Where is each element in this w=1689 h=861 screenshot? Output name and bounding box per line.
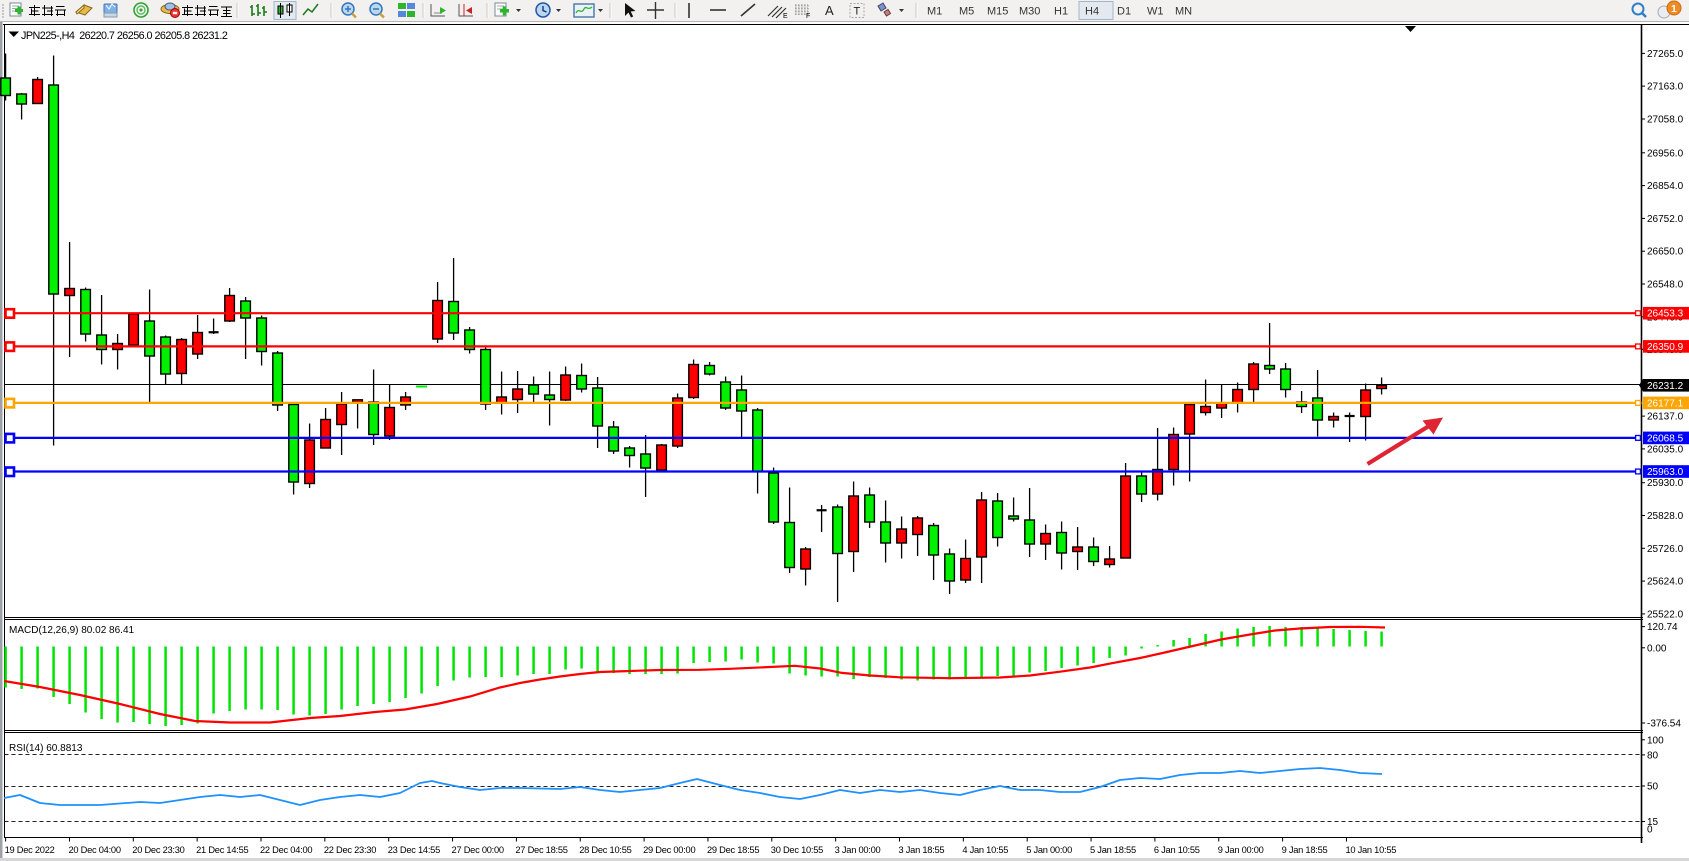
svg-text:26137.0: 26137.0 bbox=[1647, 412, 1684, 423]
svg-text:26854.0: 26854.0 bbox=[1647, 181, 1684, 192]
svg-text:26177.1: 26177.1 bbox=[1647, 398, 1684, 409]
svg-text:26650.0: 26650.0 bbox=[1647, 247, 1684, 258]
svg-text:A: A bbox=[825, 3, 834, 18]
svg-text:25828.0: 25828.0 bbox=[1647, 511, 1684, 522]
svg-text:10 Jan 10:55: 10 Jan 10:55 bbox=[1345, 845, 1396, 855]
svg-text:H4: H4 bbox=[1085, 6, 1099, 18]
svg-text:MN: MN bbox=[1175, 6, 1192, 18]
svg-text:26231.2: 26231.2 bbox=[1647, 381, 1684, 392]
svg-text:20 Dec 04:00: 20 Dec 04:00 bbox=[68, 845, 120, 855]
svg-text:25726.0: 25726.0 bbox=[1647, 544, 1684, 555]
svg-text:22 Dec 04:00: 22 Dec 04:00 bbox=[260, 845, 312, 855]
svg-text:T: T bbox=[854, 6, 861, 18]
svg-text:5 Jan 18:55: 5 Jan 18:55 bbox=[1090, 845, 1136, 855]
svg-text:25522.0: 25522.0 bbox=[1647, 609, 1684, 620]
svg-text:0.00: 0.00 bbox=[1647, 643, 1667, 654]
svg-text:26956.0: 26956.0 bbox=[1647, 148, 1684, 159]
svg-text:M1: M1 bbox=[927, 6, 942, 18]
svg-text:26350.9: 26350.9 bbox=[1647, 342, 1684, 353]
svg-text:120.74: 120.74 bbox=[1647, 622, 1678, 633]
svg-text:27 Dec 18:55: 27 Dec 18:55 bbox=[515, 845, 567, 855]
svg-text:M5: M5 bbox=[959, 6, 974, 18]
svg-text:28 Dec 10:55: 28 Dec 10:55 bbox=[579, 845, 631, 855]
svg-text:9 Jan 18:55: 9 Jan 18:55 bbox=[1282, 845, 1328, 855]
svg-text:25624.0: 25624.0 bbox=[1647, 577, 1684, 588]
svg-text:27 Dec 00:00: 27 Dec 00:00 bbox=[452, 845, 504, 855]
svg-text:80: 80 bbox=[1647, 750, 1659, 761]
svg-text:MACD(12,26,9) 80.02 86.41: MACD(12,26,9) 80.02 86.41 bbox=[9, 625, 135, 636]
svg-text:5 Jan 00:00: 5 Jan 00:00 bbox=[1026, 845, 1072, 855]
svg-text:H1: H1 bbox=[1054, 6, 1068, 18]
svg-text:3 Jan 00:00: 3 Jan 00:00 bbox=[835, 845, 881, 855]
svg-text:26068.5: 26068.5 bbox=[1647, 433, 1684, 444]
svg-text:25930.0: 25930.0 bbox=[1647, 478, 1684, 489]
svg-text:E: E bbox=[783, 13, 788, 20]
svg-text:M15: M15 bbox=[987, 6, 1008, 18]
svg-text:50: 50 bbox=[1647, 782, 1659, 793]
svg-text:9 Jan 00:00: 9 Jan 00:00 bbox=[1218, 845, 1264, 855]
svg-text:JPN225-,H4 26220.7 26256.0 26: JPN225-,H4 26220.7 26256.0 26205.8 26231… bbox=[21, 30, 228, 42]
svg-text:27163.0: 27163.0 bbox=[1647, 82, 1684, 93]
svg-text:3 Jan 18:55: 3 Jan 18:55 bbox=[899, 845, 945, 855]
svg-text:27265.0: 27265.0 bbox=[1647, 49, 1684, 60]
svg-text:26035.0: 26035.0 bbox=[1647, 444, 1684, 455]
svg-text:-376.54: -376.54 bbox=[1647, 719, 1681, 730]
svg-text:1: 1 bbox=[1671, 3, 1677, 15]
svg-text:23 Dec 14:55: 23 Dec 14:55 bbox=[388, 845, 440, 855]
svg-text:29 Dec 18:55: 29 Dec 18:55 bbox=[707, 845, 759, 855]
svg-text:26548.0: 26548.0 bbox=[1647, 280, 1684, 291]
svg-text:29 Dec 00:00: 29 Dec 00:00 bbox=[643, 845, 695, 855]
svg-text:30 Dec 10:55: 30 Dec 10:55 bbox=[771, 845, 823, 855]
svg-text:RSI(14) 60.8813: RSI(14) 60.8813 bbox=[9, 743, 83, 754]
svg-text:M30: M30 bbox=[1019, 6, 1040, 18]
svg-text:0: 0 bbox=[1647, 825, 1653, 836]
svg-text:26752.0: 26752.0 bbox=[1647, 214, 1684, 225]
svg-text:4 Jan 10:55: 4 Jan 10:55 bbox=[962, 845, 1008, 855]
svg-text:20 Dec 23:30: 20 Dec 23:30 bbox=[132, 845, 184, 855]
svg-text:21 Dec 14:55: 21 Dec 14:55 bbox=[196, 845, 248, 855]
svg-text:W1: W1 bbox=[1147, 6, 1164, 18]
svg-text:F: F bbox=[806, 13, 810, 20]
svg-text:25963.0: 25963.0 bbox=[1647, 467, 1684, 478]
svg-text:27058.0: 27058.0 bbox=[1647, 115, 1684, 126]
svg-text:15: 15 bbox=[1647, 817, 1659, 828]
svg-text:26453.3: 26453.3 bbox=[1647, 309, 1684, 320]
svg-text:19 Dec 2022: 19 Dec 2022 bbox=[5, 845, 55, 855]
svg-text:100: 100 bbox=[1647, 735, 1664, 746]
svg-text:D1: D1 bbox=[1117, 6, 1131, 18]
svg-text:6 Jan 10:55: 6 Jan 10:55 bbox=[1154, 845, 1200, 855]
svg-text:22 Dec 23:30: 22 Dec 23:30 bbox=[324, 845, 376, 855]
